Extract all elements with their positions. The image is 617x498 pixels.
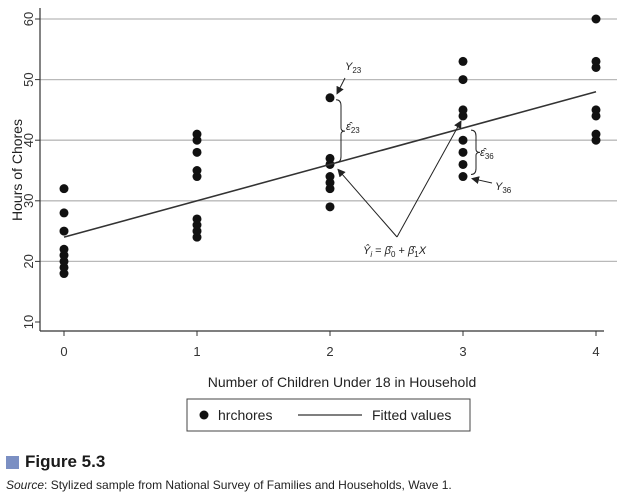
data-point-27 xyxy=(458,135,468,145)
legend-marker-hrchores xyxy=(199,410,209,420)
legend-label-hrchores: hrchores xyxy=(218,407,272,423)
equation-b0-sub: 0 xyxy=(391,250,396,259)
e36-label: ε̂36 xyxy=(480,147,494,161)
data-point-5 xyxy=(59,226,69,236)
e23-label-sub: 23 xyxy=(351,126,360,135)
y36-label-sub: 36 xyxy=(502,186,511,195)
figure-caption: Figure 5.3 xyxy=(6,452,105,472)
y23-label-sub: 23 xyxy=(352,66,361,75)
y36-arrow xyxy=(471,176,493,184)
source-lead: Source xyxy=(6,478,45,492)
equation-arrow-left xyxy=(337,168,398,238)
data-point-30 xyxy=(458,75,468,85)
data-point-4 xyxy=(59,244,69,254)
x-tick-label-1: 1 xyxy=(193,344,200,359)
y-tick-label-20: 20 xyxy=(21,254,36,268)
data-point-17 xyxy=(325,202,335,212)
x-tick-label-2: 2 xyxy=(326,344,333,359)
data-point-13 xyxy=(192,166,202,175)
data-point-33 xyxy=(591,129,601,139)
grid-lines xyxy=(40,18,617,263)
y-tick-label-60: 60 xyxy=(21,12,36,26)
equation-plus: + xyxy=(395,245,408,257)
e36-label-sub: 36 xyxy=(485,152,494,161)
fitted-line-group xyxy=(63,90,597,238)
figure-label: Figure 5.3 xyxy=(25,452,106,471)
data-point-24 xyxy=(458,172,468,182)
y-tick-label-30: 30 xyxy=(21,194,36,208)
data-point-38 xyxy=(591,14,601,24)
data-point-26 xyxy=(458,147,468,157)
data-point-37 xyxy=(591,56,601,66)
data-points xyxy=(59,14,601,279)
equation-b0: β̂ xyxy=(384,245,393,257)
equation-lhs: Ŷ xyxy=(363,244,371,257)
data-point-11 xyxy=(192,214,202,224)
equation-b1: β̂ xyxy=(407,245,416,257)
data-point-6 xyxy=(59,208,69,218)
data-point-25 xyxy=(458,159,468,169)
equation-b1-sub: 1 xyxy=(414,250,419,259)
y36-label: Y36 xyxy=(495,181,512,195)
data-point-22 xyxy=(325,153,335,163)
data-point-16 xyxy=(192,129,202,139)
y23-arrow xyxy=(336,77,346,95)
y-tick-label-40: 40 xyxy=(21,133,36,147)
fitted-line xyxy=(63,90,597,238)
source-note: Source: Stylized sample from National Su… xyxy=(6,478,452,492)
e23-brace xyxy=(335,99,346,163)
y-axis-label: Hours of Chores xyxy=(9,119,25,221)
equation-label: Ŷi = β̂0 + β̂1X xyxy=(363,244,427,259)
y23-label-base: Y xyxy=(345,61,353,73)
data-point-23 xyxy=(325,93,335,103)
equation-equals: = xyxy=(372,245,385,257)
x-tick-label-3: 3 xyxy=(459,344,466,359)
y23-label: Y23 xyxy=(345,61,362,75)
equation-var: X xyxy=(418,245,427,257)
y-tick-label-10: 10 xyxy=(21,315,36,329)
legend: hrchores Fitted values xyxy=(186,398,471,432)
data-point-35 xyxy=(591,105,601,115)
source-text: : Stylized sample from National Survey o… xyxy=(44,478,452,492)
equation-arrow-right xyxy=(396,120,462,238)
e36-label-base: ε̂ xyxy=(480,147,487,159)
x-tick-label-0: 0 xyxy=(60,344,67,359)
y-tick-label-50: 50 xyxy=(21,72,36,86)
data-point-7 xyxy=(59,184,69,194)
data-point-14 xyxy=(192,147,202,157)
figure-marker xyxy=(6,455,19,469)
e23-label-base: ε̂ xyxy=(346,121,353,133)
y36-label-base: Y xyxy=(495,181,503,193)
data-point-29 xyxy=(458,105,468,115)
x-axis-label: Number of Children Under 18 in Household xyxy=(208,374,476,390)
e36-brace xyxy=(470,129,481,176)
data-point-20 xyxy=(325,172,335,182)
e23-label: ε̂23 xyxy=(346,121,360,135)
data-point-31 xyxy=(458,56,468,66)
equation-lhs-sub: i xyxy=(370,250,372,259)
legend-label-fitted: Fitted values xyxy=(372,407,451,423)
x-tick-label-4: 4 xyxy=(592,344,599,359)
